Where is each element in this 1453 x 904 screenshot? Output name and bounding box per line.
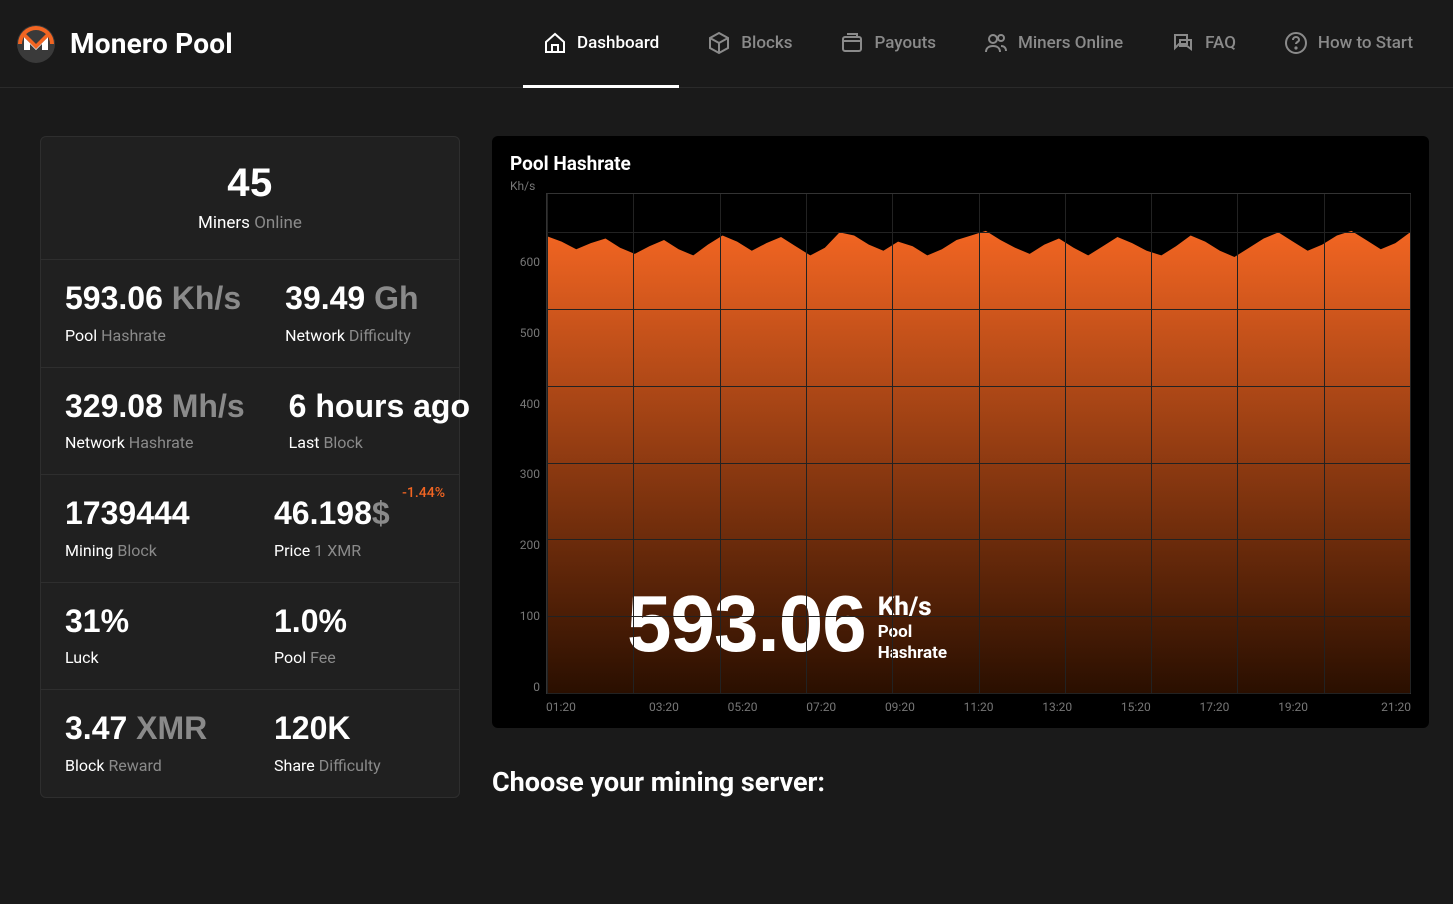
mining-block-stat: 1739444 Mining Block — [41, 475, 250, 582]
x-tick: 19:20 — [1254, 700, 1333, 714]
overlay-label-2: Hashrate — [878, 643, 947, 663]
price-stat: -1.44% 46.198$ Price 1 XMR — [250, 475, 459, 582]
chart-title: Pool Hashrate — [510, 152, 1411, 175]
wallet-icon — [840, 31, 864, 55]
y-tick: 200 — [520, 538, 540, 552]
y-tick: 500 — [520, 326, 540, 340]
gridline-v — [1410, 194, 1411, 693]
users-icon — [984, 31, 1008, 55]
nav-label: Blocks — [741, 33, 792, 53]
gridline-v — [720, 194, 721, 693]
nav-label: Miners Online — [1018, 33, 1123, 53]
nav-faq[interactable]: FAQ — [1151, 0, 1256, 88]
nav-dashboard[interactable]: Dashboard — [523, 0, 679, 88]
x-tick: 07:20 — [782, 700, 861, 714]
miners-online-stat: 45 Miners Online — [41, 137, 459, 260]
price-delta: -1.44% — [402, 485, 445, 501]
pool-fee-stat: 1.0% Pool Fee — [250, 583, 459, 690]
x-tick: 11:20 — [939, 700, 1018, 714]
share-difficulty-stat: 120K Share Difficulty — [250, 690, 459, 797]
chart-y-unit: Kh/s — [510, 179, 1411, 193]
miners-online-label: Miners Online — [41, 213, 459, 233]
x-tick: 21:20 — [1332, 700, 1411, 714]
chart-area: 600 500 400 300 200 100 0 593.06 — [510, 193, 1411, 694]
nav-miners-online[interactable]: Miners Online — [964, 0, 1143, 88]
block-reward-stat: 3.47 XMR Block Reward — [41, 690, 250, 797]
y-tick: 100 — [520, 609, 540, 623]
home-icon — [543, 31, 567, 55]
gridline-v — [806, 194, 807, 693]
network-hashrate-stat: 329.08 Mh/s Network Hashrate — [41, 368, 265, 475]
gridline-v — [1065, 194, 1066, 693]
miners-online-value: 45 — [41, 163, 459, 203]
x-tick: 05:20 — [703, 700, 782, 714]
chart-y-axis: 600 500 400 300 200 100 0 — [510, 193, 546, 694]
x-tick: 15:20 — [1096, 700, 1175, 714]
gridline-v — [547, 194, 548, 693]
hashrate-chart: Pool Hashrate Kh/s 600 500 400 300 200 100 0 — [492, 136, 1429, 728]
overlay-label-1: Pool — [878, 622, 947, 642]
gridline-h — [547, 693, 1410, 694]
y-tick: 0 — [533, 680, 540, 694]
last-block-stat: 6 hours ago Last Block — [265, 368, 490, 475]
network-difficulty-stat: 39.49 Gh Network Difficulty — [261, 260, 459, 367]
gridline-v — [1324, 194, 1325, 693]
chart-x-axis: 01:2003:2005:2007:2009:2011:2013:2015:20… — [510, 700, 1411, 714]
cube-icon — [707, 31, 731, 55]
x-tick: 01:20 — [546, 700, 625, 714]
y-tick: 300 — [520, 467, 540, 481]
x-tick: 03:20 — [625, 700, 704, 714]
pool-hashrate-stat: 593.06 Kh/s Pool Hashrate — [41, 260, 261, 367]
gridline-v — [979, 194, 980, 693]
chat-icon — [1171, 31, 1195, 55]
nav-label: FAQ — [1205, 33, 1236, 53]
x-tick: 13:20 — [1018, 700, 1097, 714]
choose-server-title: Choose your mining server: — [492, 766, 1429, 798]
gridline-v — [892, 194, 893, 693]
x-tick: 09:20 — [861, 700, 940, 714]
main-content: 45 Miners Online 593.06 Kh/s Pool Hashra… — [0, 88, 1453, 798]
nav-label: Dashboard — [577, 33, 659, 53]
nav-how-to-start[interactable]: How to Start — [1264, 0, 1433, 88]
nav-blocks[interactable]: Blocks — [687, 0, 812, 88]
overlay-unit: Kh/s — [878, 592, 947, 622]
chart-plot[interactable]: 593.06 Kh/s Pool Hashrate — [546, 193, 1411, 694]
brand[interactable]: Monero Pool — [16, 24, 233, 64]
chart-overlay-value: 593.06 Kh/s Pool Hashrate — [627, 588, 947, 663]
gridline-v — [1151, 194, 1152, 693]
nav-payouts[interactable]: Payouts — [820, 0, 956, 88]
y-tick: 600 — [520, 255, 540, 269]
right-column: Pool Hashrate Kh/s 600 500 400 300 200 100 0 — [492, 136, 1429, 798]
nav-label: Payouts — [874, 33, 936, 53]
brand-title: Monero Pool — [70, 27, 233, 60]
main-nav: Dashboard Blocks Payouts Miners Online F… — [523, 0, 1433, 87]
monero-logo-icon — [16, 24, 56, 64]
help-icon — [1284, 31, 1308, 55]
nav-label: How to Start — [1318, 33, 1413, 53]
gridline-v — [633, 194, 634, 693]
gridline-v — [1237, 194, 1238, 693]
x-tick: 17:20 — [1175, 700, 1254, 714]
stats-card: 45 Miners Online 593.06 Kh/s Pool Hashra… — [40, 136, 460, 798]
overlay-number: 593.06 — [627, 588, 866, 660]
luck-stat: 31% Luck — [41, 583, 250, 690]
header: Monero Pool Dashboard Blocks Payouts Min… — [0, 0, 1453, 88]
y-tick: 400 — [520, 397, 540, 411]
